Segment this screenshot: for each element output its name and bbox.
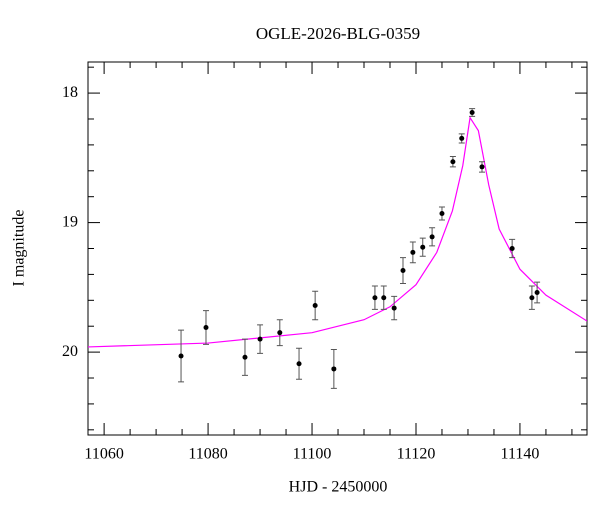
data-point — [429, 234, 435, 240]
x-tick-label: 11060 — [84, 446, 123, 463]
data-point — [312, 302, 318, 308]
y-tick-label: 19 — [62, 213, 78, 230]
x-tick-label: 11140 — [501, 446, 540, 463]
data-point — [203, 325, 209, 331]
data-point — [381, 295, 387, 301]
data-point — [529, 295, 535, 301]
data-point — [400, 268, 406, 274]
data-point — [534, 290, 540, 296]
x-axis-label: HJD - 2450000 — [289, 479, 388, 496]
data-point — [296, 361, 302, 367]
data-point — [450, 159, 456, 165]
x-tick-label: 11100 — [293, 446, 332, 463]
data-point — [479, 164, 485, 170]
data-point — [439, 211, 445, 217]
data-point — [391, 305, 397, 311]
data-point — [257, 336, 263, 342]
model-curve — [88, 116, 587, 348]
data-point — [242, 354, 248, 360]
data-point — [410, 249, 416, 255]
data-point — [372, 295, 378, 301]
data-point — [420, 244, 426, 250]
y-tick-label: 20 — [62, 343, 78, 360]
data-point — [331, 366, 337, 372]
data-point — [509, 246, 515, 251]
x-tick-label: 11080 — [188, 446, 227, 463]
chart-title: OGLE-2026-BLG-0359 — [256, 24, 420, 43]
y-axis-label: I magnitude — [11, 210, 28, 287]
y-tick-label: 18 — [62, 84, 78, 101]
data-point — [277, 330, 283, 336]
x-tick-label: 11120 — [397, 446, 436, 463]
data-point — [459, 135, 465, 141]
data-point — [178, 353, 184, 359]
data-point — [469, 110, 475, 116]
